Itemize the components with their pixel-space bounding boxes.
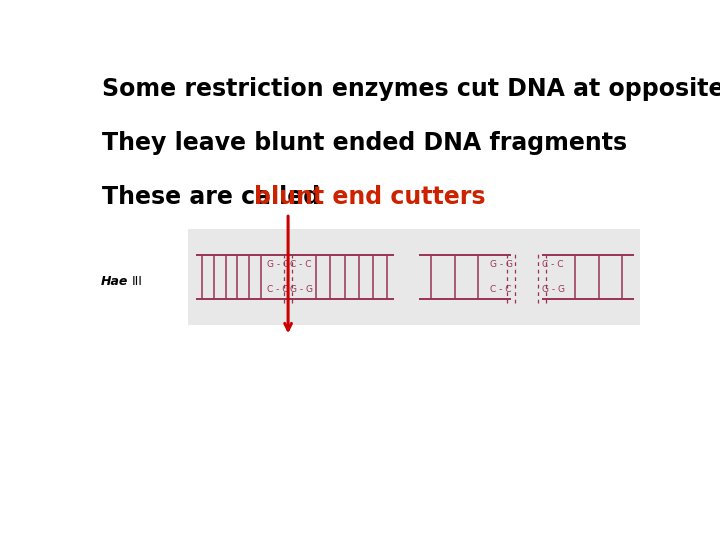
Text: C - C: C - C: [267, 285, 289, 294]
Text: C - C: C - C: [542, 260, 564, 269]
Text: III: III: [132, 274, 143, 287]
Text: G - G: G - G: [490, 260, 513, 269]
Text: Some restriction enzymes cut DNA at opposite base.: Some restriction enzymes cut DNA at oppo…: [102, 77, 720, 102]
Text: Hae: Hae: [101, 274, 129, 287]
Text: C - C: C - C: [490, 285, 512, 294]
Text: These are called: These are called: [102, 185, 328, 210]
Text: C - C: C - C: [289, 260, 311, 269]
Text: They leave blunt ended DNA fragments: They leave blunt ended DNA fragments: [102, 131, 627, 156]
Text: G - G: G - G: [542, 285, 565, 294]
Text: blunt end cutters: blunt end cutters: [254, 185, 485, 210]
Text: G - G: G - G: [289, 285, 312, 294]
Text: G - G: G - G: [267, 260, 290, 269]
Bar: [188, 229, 639, 325]
